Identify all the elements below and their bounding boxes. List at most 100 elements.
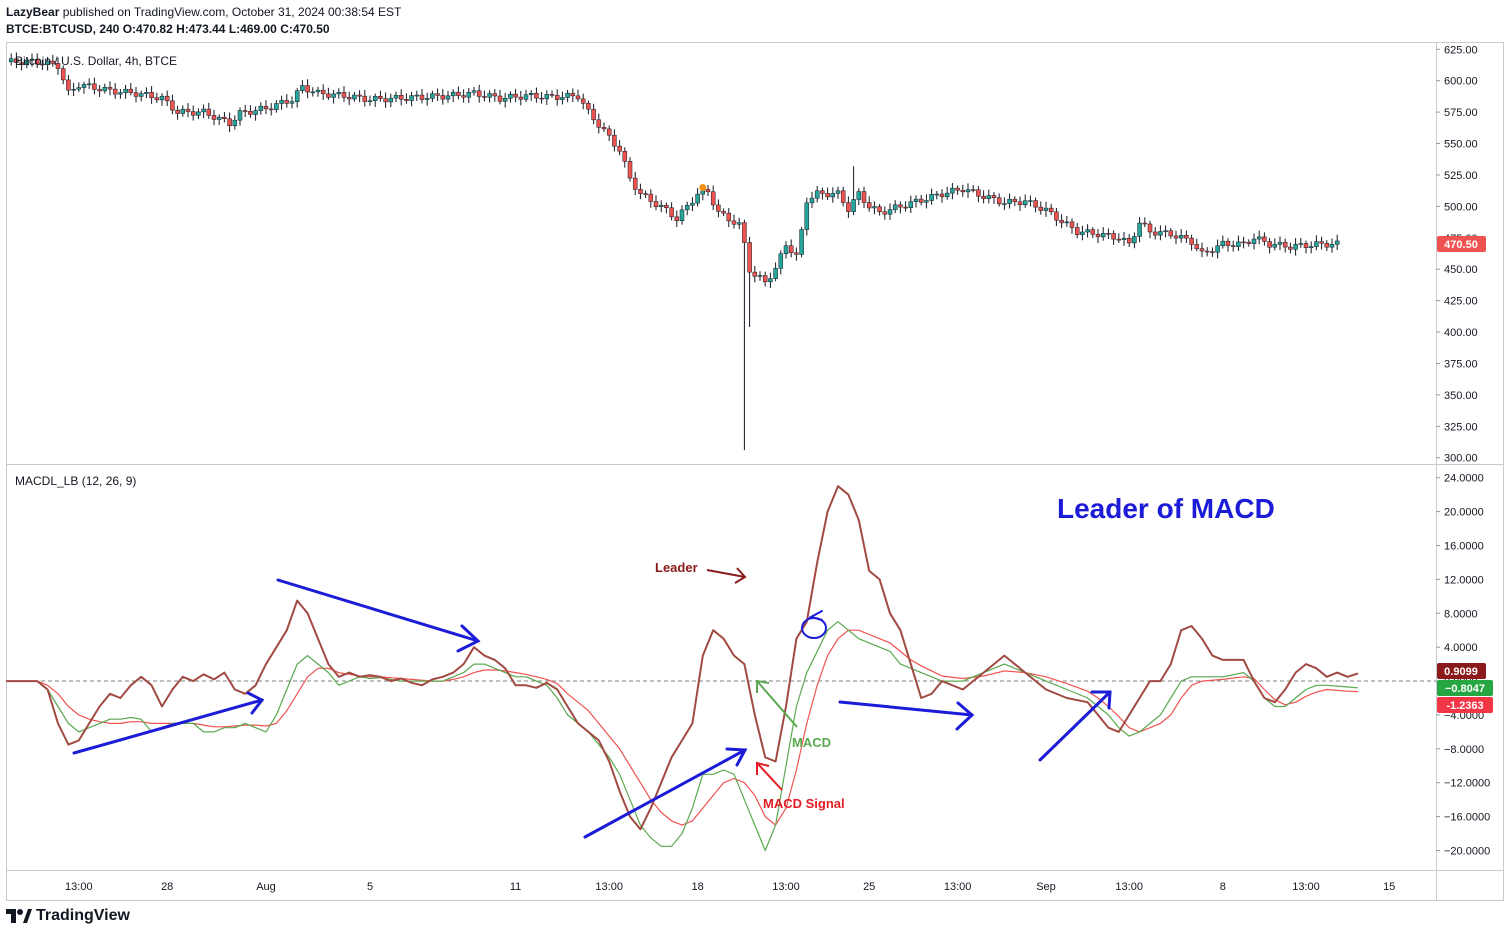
signal-pointer [756, 762, 783, 791]
candle-body [112, 88, 118, 95]
candle-body [383, 98, 388, 103]
indicator-tick-label: 4.0000 [1444, 642, 1478, 654]
candle-body [918, 198, 924, 203]
crossover-circle [801, 617, 827, 639]
candles[interactable] [8, 52, 1340, 451]
candle-body [965, 189, 971, 193]
macd-pointer-head [756, 679, 770, 693]
ohlc-l-label: L: [228, 22, 241, 36]
macd-annotation: MACD [792, 735, 831, 750]
ohlc-open: 470.82 [136, 22, 173, 36]
candle-body [898, 204, 903, 208]
candle-body [206, 108, 212, 116]
candle-body [1121, 237, 1127, 240]
candle-body [705, 189, 711, 193]
candle-body [76, 87, 82, 90]
candle-body [903, 206, 908, 209]
candle-body [539, 97, 544, 100]
candle-body [180, 108, 186, 114]
candle-body [404, 99, 409, 101]
candle-body [440, 95, 446, 100]
candle-body [856, 191, 862, 200]
time-tick-label: 13:00 [65, 881, 93, 893]
candle-body [1054, 211, 1059, 221]
event-marker[interactable] [699, 184, 707, 192]
series-macd[interactable] [6, 621, 1359, 852]
candle-body [1017, 201, 1023, 206]
time-tick-label: 28 [161, 881, 173, 893]
candle-body [1303, 243, 1309, 249]
candle-body [955, 187, 960, 191]
indicator-lines[interactable] [6, 485, 1359, 852]
candle-body [913, 198, 919, 203]
time-tick-label: Sep [1036, 881, 1056, 893]
arrow-3-head [725, 747, 748, 767]
price-tick-label: 325.00 [1444, 421, 1478, 433]
candle-body [731, 220, 737, 225]
candle-body [211, 115, 217, 120]
candle-body [409, 95, 414, 101]
candle-body [721, 211, 726, 214]
candle-body [528, 93, 534, 95]
candle-body [419, 94, 425, 100]
price-tick-label: 350.00 [1444, 390, 1478, 402]
candle-body [263, 105, 269, 110]
candle-body [1199, 248, 1205, 252]
candle-body [508, 93, 513, 99]
price-axis[interactable]: 625.00600.00575.00550.00525.00500.00475.… [1436, 44, 1478, 465]
candle-body [430, 93, 435, 99]
candle-body [658, 205, 664, 207]
indicator-tick-label: −8.0000 [1444, 744, 1484, 756]
candle-body [851, 199, 856, 212]
candle-body [284, 100, 290, 104]
series-macd-signal[interactable] [6, 629, 1359, 826]
candle-body [534, 93, 539, 99]
candle-body [820, 190, 825, 194]
series-leader[interactable] [6, 485, 1359, 831]
time-axis[interactable]: 13:00 28 Aug 5 11 13:00 18 13:00 25 13:00 Sep 13:00… [65, 881, 1395, 893]
candle-body [40, 63, 45, 66]
candle-body [762, 275, 768, 283]
candle-body [716, 204, 721, 212]
candle-body [1142, 222, 1148, 225]
candle-body [565, 92, 570, 98]
candle-body [1106, 233, 1111, 235]
symbol-label: BTCE:BTCUSD, 240 [6, 22, 120, 36]
candle-body [1241, 241, 1246, 244]
candle-body [825, 193, 830, 198]
footer-brand[interactable]: TradingView [6, 907, 130, 925]
ohlc-high: 473.44 [188, 22, 226, 36]
candle-body [1329, 243, 1335, 248]
candle-body [331, 93, 336, 98]
candle-body [435, 93, 440, 96]
candle-body [804, 202, 810, 230]
candle-body [414, 94, 420, 97]
candle-body [570, 92, 576, 97]
candle-body [684, 205, 690, 211]
blue-arrows [72, 578, 1112, 839]
candle-body [29, 59, 35, 61]
candle-body [81, 84, 87, 88]
candle-body [1085, 229, 1090, 233]
price-tick-label: 575.00 [1444, 107, 1478, 119]
candle-body [1267, 241, 1272, 248]
candle-body [393, 95, 399, 99]
candle-body [1137, 222, 1142, 237]
candle-body [1048, 207, 1054, 213]
candle-body [92, 83, 97, 90]
candle-body [976, 189, 981, 197]
indicator-tick-label: −16.0000 [1444, 812, 1490, 824]
candle-body [310, 91, 316, 94]
candle-body [253, 110, 258, 115]
last-price-badge-text: 470.50 [1444, 239, 1478, 251]
candle-body [86, 83, 92, 86]
candle-body [944, 192, 950, 198]
indicator-legend[interactable]: MACDL_LB (12, 26, 9) [15, 474, 137, 488]
candle-body [118, 92, 123, 95]
candle-body [1251, 238, 1257, 244]
leader-badge-text: 0.9099 [1444, 666, 1478, 678]
main-pane-legend[interactable]: Bitcoin / U.S. Dollar, 4h, BTCE [15, 54, 178, 68]
candle-body [736, 222, 742, 225]
candle-body [622, 150, 628, 162]
